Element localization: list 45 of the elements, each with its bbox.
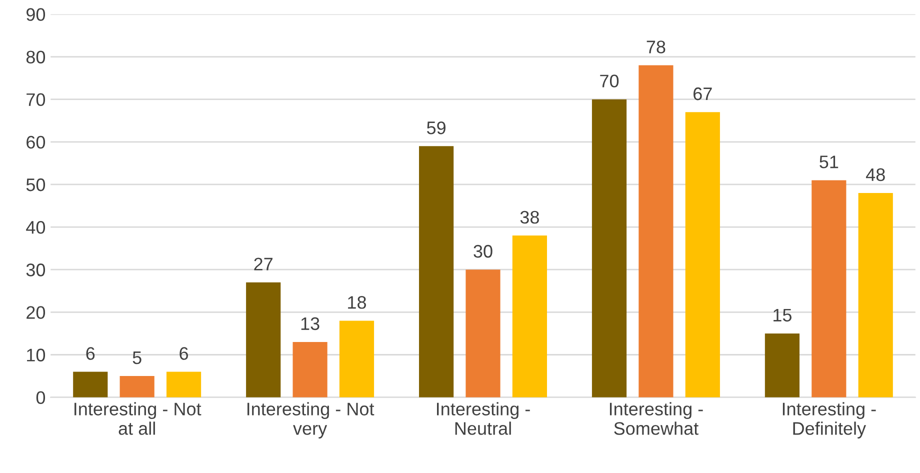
bar bbox=[638, 65, 674, 398]
data-label: 15 bbox=[774, 308, 792, 322]
data-label: 30 bbox=[474, 244, 492, 258]
bar bbox=[685, 112, 720, 398]
data-label: 70 bbox=[600, 74, 619, 88]
y-tick-label: 20 bbox=[26, 306, 46, 319]
y-tick-label: 60 bbox=[26, 136, 46, 149]
bar bbox=[246, 282, 281, 398]
bar bbox=[592, 99, 627, 398]
bar bbox=[764, 333, 800, 398]
data-label: 13 bbox=[301, 317, 320, 330]
data-label: 5 bbox=[132, 352, 142, 364]
x-tick-label: Interesting - Somewhat bbox=[610, 402, 703, 435]
y-tick-label: 50 bbox=[26, 178, 46, 192]
bar bbox=[292, 342, 328, 398]
data-label: 38 bbox=[520, 210, 539, 224]
bar bbox=[339, 320, 374, 398]
data-label: 6 bbox=[86, 347, 95, 360]
data-label: 18 bbox=[348, 296, 366, 309]
bar bbox=[120, 376, 154, 398]
y-tick-label: 70 bbox=[26, 93, 46, 106]
data-label: 48 bbox=[866, 168, 885, 182]
y-tick-label: 0 bbox=[36, 391, 46, 404]
bar bbox=[419, 146, 454, 398]
x-tick-label: Interesting - Not at all bbox=[74, 402, 202, 435]
y-tick-label: 80 bbox=[26, 50, 46, 64]
bar bbox=[166, 372, 202, 398]
bar bbox=[858, 192, 893, 398]
bar bbox=[812, 180, 846, 398]
data-label: 6 bbox=[180, 347, 188, 360]
y-tick-label: 10 bbox=[27, 348, 46, 362]
y-tick-label: 40 bbox=[26, 220, 46, 234]
data-label: 67 bbox=[694, 87, 712, 100]
data-label: 27 bbox=[254, 258, 272, 270]
y-tick-label: 90 bbox=[26, 8, 46, 21]
data-label: 59 bbox=[426, 121, 446, 134]
y-tick-label: 30 bbox=[26, 264, 46, 276]
bar bbox=[466, 270, 500, 398]
bar bbox=[512, 236, 547, 398]
bar bbox=[73, 372, 108, 398]
data-label: 51 bbox=[820, 156, 838, 168]
x-tick-label: Interesting - Not very bbox=[247, 402, 374, 438]
data-label: 78 bbox=[646, 40, 666, 54]
x-tick-label: Interesting - Definitely bbox=[782, 402, 876, 438]
x-tick-label: Interesting - Neutral bbox=[437, 402, 530, 435]
